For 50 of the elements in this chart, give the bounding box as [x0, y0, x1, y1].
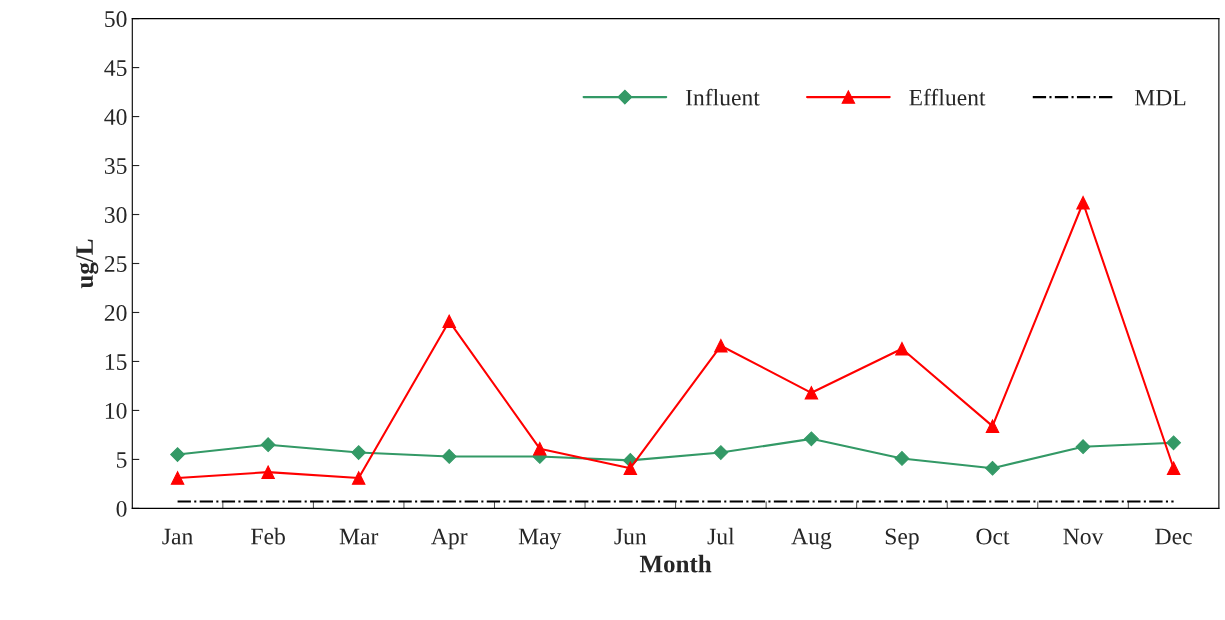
- y-tick-label: 45: [104, 60, 127, 76]
- point: [170, 471, 185, 485]
- x-tick-label: Jun: [614, 528, 647, 545]
- y-axis-title: ug/L: [76, 239, 99, 289]
- point: [1166, 435, 1181, 451]
- y-tick-label: 10: [105, 402, 127, 419]
- point: [170, 447, 185, 462]
- point: [804, 431, 819, 447]
- y-tick-label: 5: [117, 452, 127, 468]
- y-tick-label: 0: [116, 500, 127, 517]
- y-tick-label: 25: [104, 256, 127, 272]
- point: [260, 437, 276, 453]
- x-tick-label: Oct: [976, 528, 1010, 545]
- y-tick-label: 15: [105, 354, 127, 370]
- point: [804, 386, 819, 400]
- point: [985, 419, 1000, 433]
- point: [985, 460, 1000, 476]
- point: [442, 314, 456, 329]
- point: [1166, 461, 1181, 476]
- y-tick-label: 40: [104, 109, 127, 125]
- y-tick-label: 35: [104, 158, 127, 174]
- x-tick-label: Jan: [162, 528, 193, 545]
- x-tick-label: Sep: [885, 528, 919, 550]
- point: [714, 339, 728, 353]
- point: [261, 465, 275, 479]
- x-axis-title: Month: [639, 554, 712, 573]
- point: [1075, 439, 1091, 455]
- x-tick-label: Aug: [791, 528, 832, 550]
- y-tick-label: 50: [105, 11, 127, 28]
- point: [713, 445, 729, 460]
- x-tick-label: Feb: [251, 527, 285, 545]
- point: [623, 461, 638, 476]
- point: [1076, 196, 1090, 210]
- x-tick-label: May: [518, 528, 562, 550]
- point: [351, 445, 367, 460]
- point: [895, 341, 909, 356]
- legend-label: MDL: [1134, 89, 1186, 106]
- y-tick-label: 30: [104, 207, 127, 223]
- point: [533, 441, 547, 456]
- x-tick-label: Nov: [1063, 528, 1104, 545]
- legend-label: Influent: [685, 88, 760, 106]
- x-tick-label: Mar: [339, 528, 379, 545]
- point: [441, 449, 457, 464]
- x-tick-label: Jul: [707, 527, 735, 545]
- x-tick-label: Apr: [431, 528, 468, 550]
- x-tick-label: Dec: [1155, 528, 1192, 545]
- y-tick-label: 20: [104, 304, 127, 321]
- legend-label: Effluent: [909, 88, 986, 106]
- point: [894, 451, 910, 466]
- point: [351, 471, 366, 485]
